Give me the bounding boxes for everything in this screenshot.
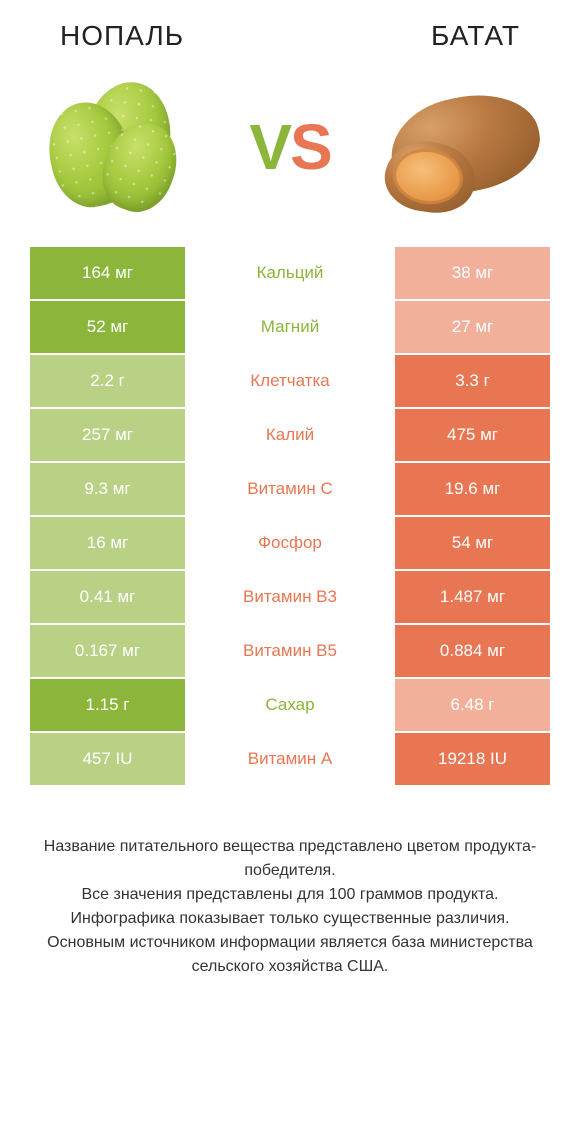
left-value-cell: 0.167 мг: [30, 625, 185, 677]
vs-v: V: [249, 110, 290, 184]
table-row: 16 мгФосфор54 мг: [30, 517, 550, 569]
right-value-cell: 38 мг: [395, 247, 550, 299]
table-row: 164 мгКальций38 мг: [30, 247, 550, 299]
nutrient-label: Витамин B5: [187, 625, 393, 677]
table-row: 457 IUВитамин A19218 IU: [30, 733, 550, 785]
table-row: 257 мгКалий475 мг: [30, 409, 550, 461]
header: НОПАЛЬ БАТАТ: [30, 20, 550, 67]
comparison-table: 164 мгКальций38 мг52 мгМагний27 мг2.2 гК…: [30, 247, 550, 785]
nutrient-label: Калий: [187, 409, 393, 461]
right-value-cell: 19218 IU: [395, 733, 550, 785]
right-value-cell: 475 мг: [395, 409, 550, 461]
table-row: 9.3 мгВитамин C19.6 мг: [30, 463, 550, 515]
nutrient-label: Клетчатка: [187, 355, 393, 407]
footer-notes: Название питательного вещества представл…: [30, 835, 550, 979]
right-value-cell: 6.48 г: [395, 679, 550, 731]
left-value-cell: 457 IU: [30, 733, 185, 785]
left-value-cell: 9.3 мг: [30, 463, 185, 515]
nutrient-label: Фосфор: [187, 517, 393, 569]
left-value-cell: 0.41 мг: [30, 571, 185, 623]
nutrient-label: Кальций: [187, 247, 393, 299]
nopal-image: [30, 77, 200, 217]
nutrient-label: Магний: [187, 301, 393, 353]
footer-line: Основным источником информации является …: [35, 931, 545, 979]
footer-line: Инфографика показывает только существенн…: [35, 907, 545, 931]
nutrient-label: Витамин C: [187, 463, 393, 515]
right-value-cell: 54 мг: [395, 517, 550, 569]
left-value-cell: 164 мг: [30, 247, 185, 299]
table-row: 1.15 гСахар6.48 г: [30, 679, 550, 731]
vs-s: S: [290, 110, 331, 184]
right-product-title: БАТАТ: [431, 20, 520, 52]
footer-line: Название питательного вещества представл…: [35, 835, 545, 883]
right-value-cell: 3.3 г: [395, 355, 550, 407]
batat-image: [380, 77, 550, 217]
left-value-cell: 1.15 г: [30, 679, 185, 731]
right-value-cell: 19.6 мг: [395, 463, 550, 515]
right-value-cell: 1.487 мг: [395, 571, 550, 623]
table-row: 0.167 мгВитамин B50.884 мг: [30, 625, 550, 677]
table-row: 0.41 мгВитамин B31.487 мг: [30, 571, 550, 623]
left-value-cell: 257 мг: [30, 409, 185, 461]
left-value-cell: 2.2 г: [30, 355, 185, 407]
vs-label: VS: [249, 110, 330, 184]
nutrient-label: Витамин B3: [187, 571, 393, 623]
table-row: 52 мгМагний27 мг: [30, 301, 550, 353]
left-product-title: НОПАЛЬ: [60, 20, 184, 52]
right-value-cell: 27 мг: [395, 301, 550, 353]
left-value-cell: 16 мг: [30, 517, 185, 569]
nutrient-label: Витамин A: [187, 733, 393, 785]
table-row: 2.2 гКлетчатка3.3 г: [30, 355, 550, 407]
nutrient-label: Сахар: [187, 679, 393, 731]
right-value-cell: 0.884 мг: [395, 625, 550, 677]
footer-line: Все значения представлены для 100 граммо…: [35, 883, 545, 907]
left-value-cell: 52 мг: [30, 301, 185, 353]
vs-row: VS: [30, 67, 550, 247]
